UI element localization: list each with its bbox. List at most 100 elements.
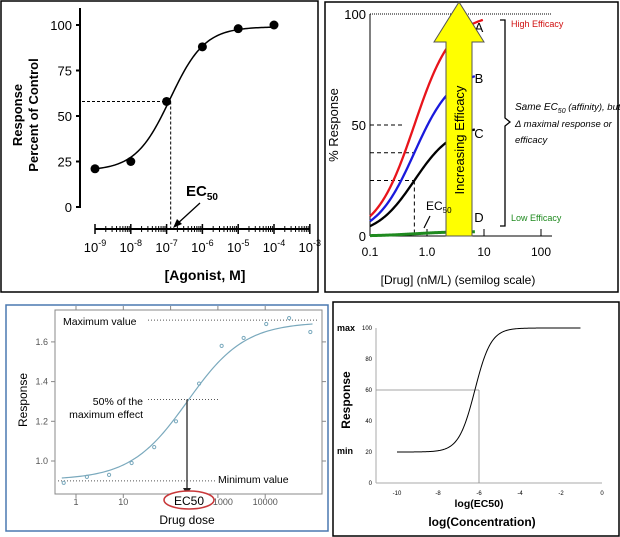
x-tick-label: 10-9: [84, 238, 106, 255]
min-value-label: Minimum value: [218, 474, 289, 486]
y-tick-label: 0: [359, 229, 366, 244]
x-tick-label: 1.0: [419, 245, 436, 259]
x-axis-label: [Drug] (nM/L) (semilog scale): [381, 273, 536, 287]
data-point: [264, 321, 269, 327]
arrow-label: Increasing Efficacy: [452, 85, 467, 194]
x-tick-label: 10: [477, 245, 491, 259]
y-tick-label: 100: [50, 18, 72, 33]
data-point: [241, 335, 246, 341]
data-point: [106, 472, 112, 477]
log-ec50-label: log(EC50): [454, 498, 503, 510]
data-point: [196, 381, 202, 386]
x-tick-label: 10000: [253, 497, 278, 507]
y-tick-label: 50: [58, 109, 72, 124]
panel-efficacy: 0 50 100 0.1 1.0 10 100 A B C D Increasing Efficacy…: [324, 1, 620, 293]
x-tick-label: -8: [435, 491, 441, 497]
y-tick-label: 1.0: [35, 456, 48, 466]
x-tick-label: 10-6: [191, 238, 213, 255]
x-tick-label: 10-3: [299, 238, 321, 255]
plot-area: 1.0 1.2 1.4 1.6 1 10 1000 10000 Maximum value Min…: [35, 306, 326, 510]
ec50-circle: [163, 490, 215, 510]
min-label: min: [337, 446, 353, 456]
y-axis-label: % Response: [326, 88, 341, 162]
y-axis-label: Response: [16, 373, 30, 427]
high-efficacy-label: High Efficacy: [511, 19, 564, 29]
x-tick-label: 100: [531, 245, 551, 259]
x-tick-label: -2: [558, 491, 564, 497]
curve-label-D: D: [474, 210, 483, 225]
data-point: [269, 20, 279, 30]
y-tick-label: 100: [362, 326, 373, 332]
y-tick-label: 80: [365, 357, 372, 363]
half-max-label-line1: 50% of the: [93, 396, 143, 408]
ec50-annotation: EC50: [186, 183, 218, 203]
response-curve: [396, 327, 581, 453]
y-tick-label: 20: [365, 450, 372, 456]
increasing-efficacy-arrow: [433, 1, 485, 237]
x-tick-label: 10-7: [155, 238, 177, 255]
ec50-arrow: [175, 202, 201, 226]
x-tick-label: 10: [118, 497, 128, 507]
panel-border: [5, 304, 329, 532]
y-tick-label: 1.2: [35, 416, 48, 426]
panel-border: [0, 0, 319, 293]
plot-area: 0 25 50 75 100 10-9 10-8 10-7 10-6 10-5 10-4 10-3: [50, 8, 321, 255]
brace-note-line3: efficacy: [515, 135, 548, 146]
data-point: [286, 315, 292, 321]
x-tick-label: -6: [476, 491, 482, 497]
ec50-arrow: [423, 215, 431, 229]
y-axis-label-line2: Percent of Control: [26, 58, 41, 171]
y-tick-label: 25: [58, 155, 72, 170]
half-max-label-line2: maximum effect: [69, 409, 143, 421]
data-point: [152, 445, 157, 450]
panel-agonist: 0 25 50 75 100 10-9 10-8 10-7 10-6 10-5 10-4 10-3 R…: [0, 0, 321, 293]
x-tick-label: 1000: [213, 497, 233, 507]
y-tick-label: 0: [369, 481, 373, 487]
y-tick-label: 40: [365, 419, 372, 425]
panel-border: [324, 1, 619, 293]
ec50-label: EC50: [174, 494, 204, 508]
y-tick-label: 75: [58, 64, 72, 79]
plot-area: 0 50 100 0.1 1.0 10 100 A B C D Increasing Efficacy…: [344, 1, 620, 259]
x-tick-label: -4: [517, 491, 523, 497]
data-point: [173, 419, 179, 424]
x-tick-label: 10-4: [263, 238, 285, 255]
x-tick-label: 10-8: [120, 238, 142, 255]
panel-border: [332, 301, 620, 537]
panel-drug-dose: 1.0 1.2 1.4 1.6 1 10 1000 10000 Maximum value Min…: [5, 304, 329, 532]
brace: [500, 19, 512, 227]
y-tick-label: 1.6: [35, 337, 48, 347]
y-axis-label-line1: Response: [10, 84, 25, 146]
fit-curve: [94, 26, 275, 170]
x-tick-label: 1: [73, 497, 78, 507]
curve-label-C: C: [474, 126, 483, 141]
data-point: [308, 329, 313, 335]
x-axis-label: log(Concentration): [428, 515, 535, 529]
data-point: [162, 96, 172, 106]
max-value-label: Maximum value: [63, 316, 137, 328]
curve-label-A: A: [475, 20, 484, 35]
max-label: max: [337, 323, 355, 333]
y-tick-label: 100: [344, 7, 366, 22]
plot-area: 0 20 40 60 80 100 -10 -8 -6 -4 -2 0 max min log(EC50): [337, 323, 604, 510]
brace-note-line2: Δ maximal response or: [514, 119, 613, 130]
x-tick-label: 0.1: [362, 245, 379, 259]
data-point: [61, 480, 66, 485]
x-tick-label: 0: [600, 491, 604, 497]
y-tick-label: 50: [352, 118, 366, 133]
ec50-arrowhead: [173, 219, 182, 228]
x-tick-label: -10: [393, 491, 402, 497]
data-point: [129, 460, 134, 466]
x-tick-label: 10-5: [227, 238, 249, 255]
y-tick-label: 60: [365, 388, 372, 394]
curve-label-B: B: [475, 71, 484, 86]
brace-note-line1: Same EC50 (affinity), but: [515, 102, 620, 115]
data-point: [126, 157, 136, 166]
y-tick-label: 0: [65, 200, 72, 215]
x-axis-label: [Agonist, M]: [165, 267, 246, 283]
data-point: [84, 474, 90, 479]
x-axis-label: Drug dose: [159, 513, 215, 527]
data-point: [233, 24, 243, 34]
